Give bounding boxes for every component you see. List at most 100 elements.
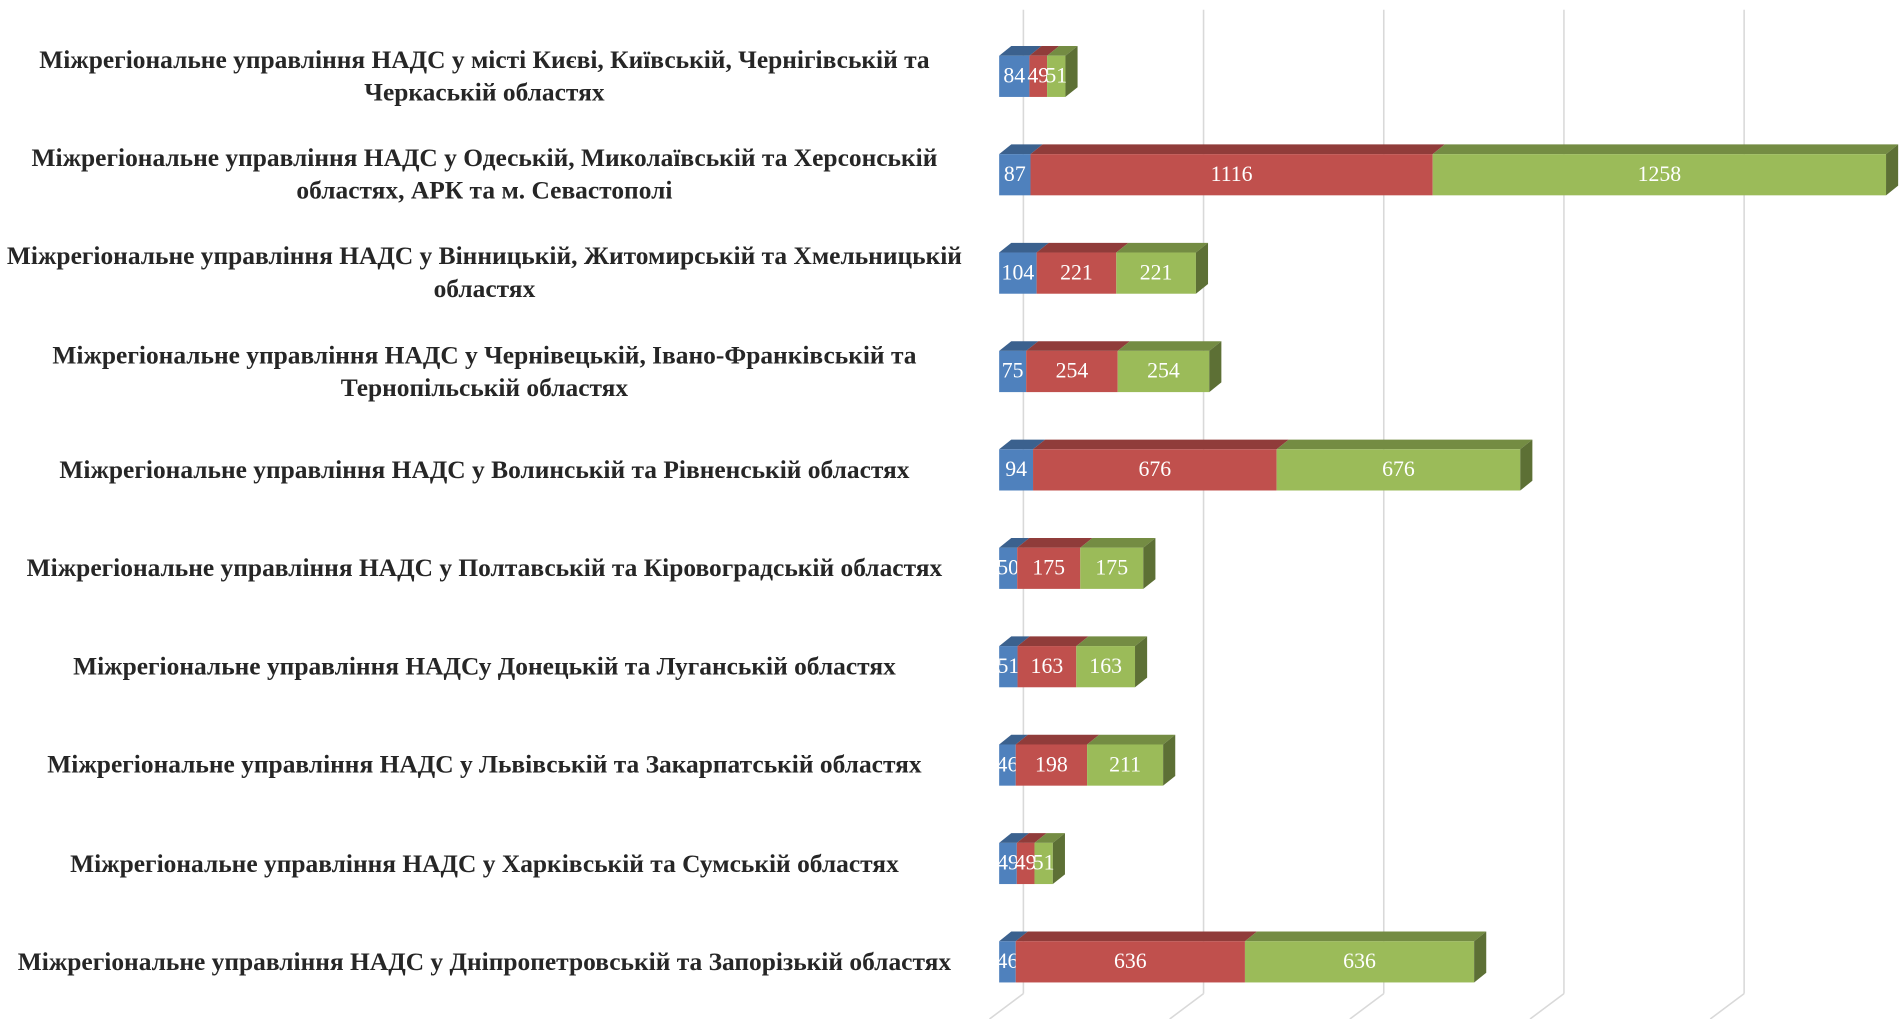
bar <box>1117 350 1210 393</box>
data-label: 254 <box>1056 359 1089 383</box>
bar <box>999 55 1030 97</box>
data-label: 198 <box>1035 752 1068 776</box>
category-label: Міжрегіональне управління НАДС у Полтавс… <box>26 553 943 583</box>
bar-top-face <box>999 439 1046 450</box>
bar <box>999 350 1027 393</box>
bar-side-face <box>1052 833 1065 885</box>
bar-side-face <box>1065 46 1078 97</box>
grid-line-floor <box>988 992 1024 1019</box>
data-label: 676 <box>1382 457 1415 481</box>
data-label: 87 <box>1004 162 1026 186</box>
bar <box>1033 449 1277 491</box>
data-label: 221 <box>1140 260 1173 284</box>
bar <box>999 449 1034 491</box>
bar-top-face <box>999 144 1043 155</box>
bar <box>1026 350 1118 393</box>
bar-top-face <box>1034 833 1065 843</box>
data-label: 104 <box>1002 260 1035 284</box>
data-label: 1116 <box>1211 162 1253 186</box>
bar <box>999 154 1031 196</box>
grid-line-floor <box>1709 992 1745 1019</box>
bar-top-face <box>1276 439 1533 450</box>
data-label: 84 <box>1003 64 1025 88</box>
bar <box>1036 252 1117 294</box>
data-label: 50 <box>997 555 1019 579</box>
data-label: 175 <box>1095 555 1128 579</box>
bar-top-face <box>1080 537 1156 548</box>
bar-top-face <box>1076 636 1148 647</box>
category-label: Міжрегіональне управління НАДС у Львівсь… <box>47 749 922 779</box>
data-label: 94 <box>1005 457 1027 481</box>
data-label: 636 <box>1343 949 1376 973</box>
data-label: 49 <box>997 851 1019 875</box>
bar <box>999 744 1016 786</box>
data-label: 51 <box>1033 851 1055 875</box>
category-label: Міжрегіональне управління НАДС у Харківс… <box>70 848 899 878</box>
bar-top-face <box>999 341 1039 351</box>
bar <box>1244 941 1475 983</box>
bar <box>1076 646 1136 688</box>
category-label: Міжрегіональне управління НАДС у Черніве… <box>52 339 917 402</box>
bar-top-face <box>1087 734 1176 745</box>
data-label: 46 <box>997 752 1019 776</box>
bar-side-face <box>1143 537 1156 589</box>
bar-side-face <box>1163 734 1176 786</box>
bar-top-face <box>1029 46 1060 56</box>
bar <box>1015 941 1245 983</box>
bar <box>1030 154 1433 196</box>
bar-top-face <box>1017 636 1089 647</box>
grid-line-floor <box>1169 992 1205 1019</box>
bar-top-face <box>1116 242 1209 253</box>
bar <box>1016 842 1035 885</box>
bar <box>1276 449 1521 491</box>
bar-top-face <box>1036 242 1129 253</box>
bar-top-face <box>999 46 1042 56</box>
bar-top-face <box>1016 833 1047 843</box>
bar <box>1087 744 1164 786</box>
category-label: Міжрегіональне управління НАДС у Волинсь… <box>59 454 910 484</box>
bar-top-face <box>1015 931 1258 942</box>
bar <box>999 547 1018 589</box>
bar-top-face <box>999 636 1030 647</box>
data-label: 1258 <box>1638 162 1682 186</box>
data-label: 636 <box>1114 949 1147 973</box>
data-label: 51 <box>1045 64 1067 88</box>
data-label: 51 <box>997 654 1019 678</box>
bar <box>1017 646 1077 688</box>
bar-side-face <box>1135 636 1148 688</box>
data-label: 163 <box>1031 654 1064 678</box>
bar-side-face <box>1520 439 1533 491</box>
bar-top-face <box>999 734 1028 745</box>
data-label: 49 <box>1015 851 1037 875</box>
bar-side-face <box>1474 931 1487 983</box>
bar-top-face <box>999 242 1049 253</box>
bar <box>999 646 1018 688</box>
bar-top-face <box>1033 439 1289 450</box>
bar-top-face <box>1432 144 1899 155</box>
bar <box>1017 547 1081 589</box>
category-label: Міжрегіональне управління НАДСу Донецькі… <box>73 651 896 681</box>
bar-top-face <box>1244 931 1487 942</box>
bar-side-face <box>1886 144 1899 196</box>
data-label: 254 <box>1147 359 1180 383</box>
bar-top-face <box>999 537 1030 548</box>
data-label: 211 <box>1109 752 1141 776</box>
bar-top-face <box>1117 341 1222 351</box>
bar <box>1116 252 1196 294</box>
grid-line-floor <box>1349 992 1385 1019</box>
bar-side-face <box>1195 242 1209 294</box>
bar-top-face <box>1017 537 1093 548</box>
category-label: Міжрегіональне управління НАДС у Одеські… <box>31 143 938 206</box>
bar-top-face <box>999 833 1029 843</box>
bar-top-face <box>1026 341 1130 351</box>
data-label: 75 <box>1002 359 1024 383</box>
data-label: 175 <box>1032 555 1065 579</box>
data-label: 46 <box>997 949 1019 973</box>
bar <box>999 842 1017 885</box>
data-label: 49 <box>1027 64 1049 88</box>
category-label: Міжрегіональне управління НАДС у Вінниць… <box>6 241 962 304</box>
bar-side-face <box>1209 341 1222 393</box>
data-label: 163 <box>1089 654 1122 678</box>
